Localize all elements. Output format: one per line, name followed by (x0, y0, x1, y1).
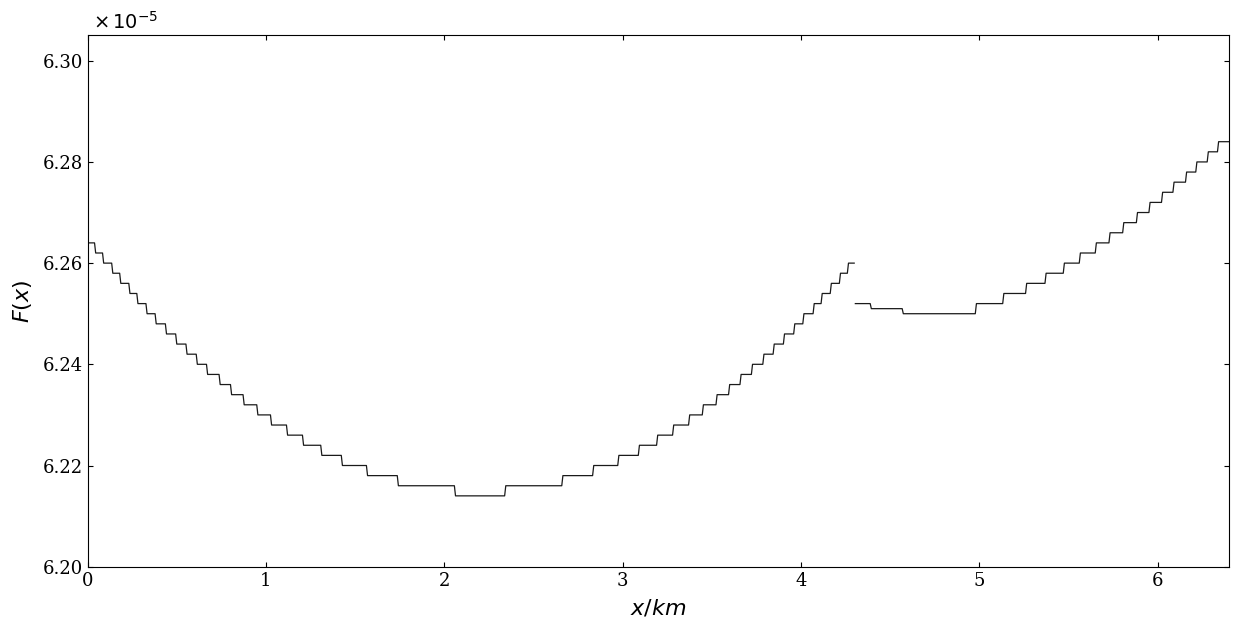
Text: $\times\,10^{-5}$: $\times\,10^{-5}$ (93, 11, 159, 33)
X-axis label: $x/km$: $x/km$ (630, 598, 687, 620)
Y-axis label: $F(x)$: $F(x)$ (11, 280, 35, 323)
